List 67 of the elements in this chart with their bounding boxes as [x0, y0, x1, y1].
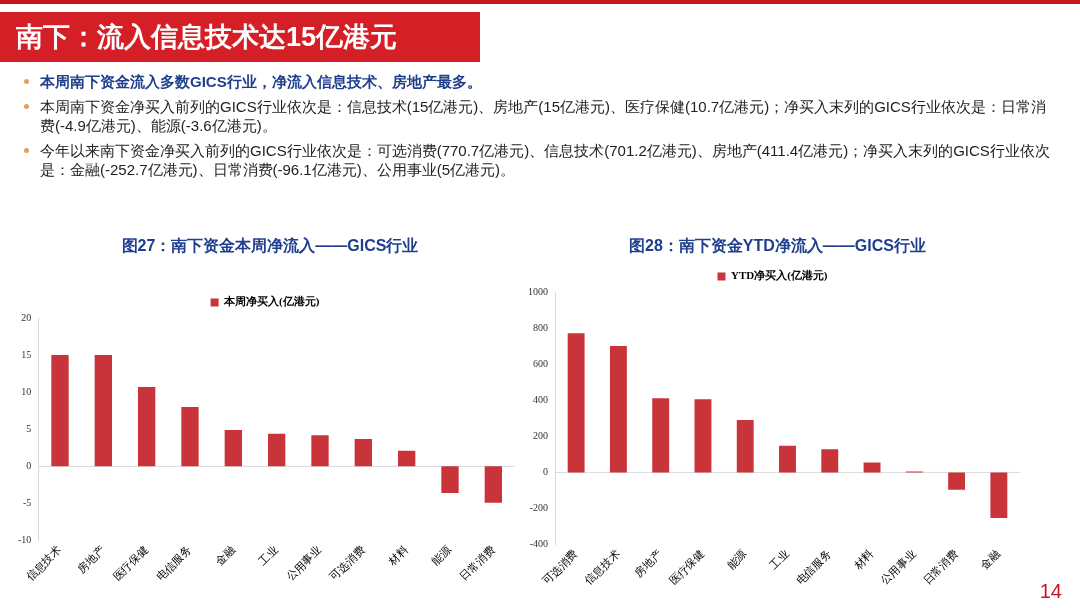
y-tick-label: 1000 [528, 285, 548, 297]
y-tick-label: 5 [26, 422, 32, 434]
y-tick-label: 400 [533, 393, 548, 405]
x-tick-label: 材料 [850, 547, 876, 572]
text: 14 [1039, 580, 1062, 603]
y-tick-label: 800 [533, 321, 548, 333]
y-tick-label: 20 [21, 311, 32, 323]
x-tick-label: 日常消费 [920, 547, 961, 587]
legend-label: 本周净买入(亿港元) [223, 295, 320, 309]
x-tick-label: 材料 [385, 543, 411, 568]
x-tick-label: 金融 [212, 543, 237, 568]
x-tick-label: 公用事业 [283, 543, 324, 583]
x-tick-label: 工业 [256, 543, 281, 568]
y-tick-label: -10 [17, 534, 32, 546]
bar [138, 386, 156, 467]
bar [821, 449, 839, 473]
x-tick-label: 电信服务 [793, 547, 834, 587]
y-tick-label: -200 [529, 502, 548, 514]
bar [311, 435, 329, 467]
y-tick-label: -5 [22, 497, 32, 509]
bar [779, 445, 796, 473]
x-tick-label: 医疗保健 [666, 547, 707, 587]
x-tick-label: 房地产 [632, 547, 665, 580]
chart-title: 图28：南下资金YTD净流入——GICS行业 [628, 236, 927, 256]
y-tick-label: 10 [21, 385, 32, 397]
x-tick-label: 可选消费 [540, 547, 580, 587]
x-tick-label: 医疗保健 [110, 543, 151, 583]
bar [652, 398, 670, 473]
bar [224, 430, 242, 467]
x-tick-label: 能源 [429, 543, 454, 568]
bar [398, 450, 416, 467]
y-tick-label: -400 [529, 538, 548, 550]
x-tick-label: 电信服务 [153, 543, 194, 583]
chart-title: 图27：南下资金本周净流入——GICS行业 [120, 236, 420, 256]
bar [694, 399, 712, 473]
bar [948, 472, 966, 490]
legend-label: YTD净买入(亿港元) [730, 269, 828, 283]
x-tick-label: 可选消费 [327, 543, 367, 583]
bar [94, 355, 112, 467]
y-tick-label: 600 [533, 357, 548, 369]
y-tick-label: 15 [21, 348, 32, 360]
bar [484, 466, 502, 503]
x-tick-label: 信息技术 [23, 543, 64, 583]
text: 今年以来南下资金净买入前列的GICS行业依次是：可选消费(770.7亿港元)、信息技术(701.2亿港元)、房地产(411.4亿港元)；净买入末列的GICS行业依次是：金融(-252.7亿港元)、日常消费(-96.1亿港元)、公用事业(5亿港元)。 [40, 141, 1051, 179]
text: 本周南下资金净买入前列的GICS行业依次是：信息技术(15亿港元)、房地产(15亿港元)、医疗保健(10.7亿港元)；净买入末列的GICS行业依次是：日常消费(-4.9亿港元)、能源(-3.6亿港元)。 [40, 97, 1047, 135]
bar [441, 466, 459, 494]
y-tick-label: 0 [543, 466, 548, 478]
bar [567, 333, 585, 473]
x-tick-label: 日常消费 [457, 543, 497, 583]
x-tick-label: 公用事业 [878, 547, 918, 587]
bar [990, 472, 1008, 518]
text: 本周南下资金流入多数GICS行业，净流入信息技术、房地产最多。 [40, 72, 482, 91]
x-tick-label: 工业 [766, 547, 791, 572]
x-tick-label: 房地产 [74, 543, 107, 576]
x-tick-label: 金融 [978, 547, 1003, 572]
bar [51, 355, 69, 467]
bar [609, 345, 627, 473]
bar [268, 433, 286, 467]
x-tick-label: 信息技术 [582, 547, 622, 587]
bar [354, 438, 372, 467]
bar [181, 407, 199, 467]
text: 南下：流入信息技术达15亿港元 [0, 12, 480, 62]
bar [736, 420, 754, 473]
x-tick-label: 能源 [724, 547, 749, 572]
y-tick-label: 0 [26, 459, 32, 471]
bar [863, 462, 881, 473]
y-tick-label: 200 [533, 429, 548, 441]
